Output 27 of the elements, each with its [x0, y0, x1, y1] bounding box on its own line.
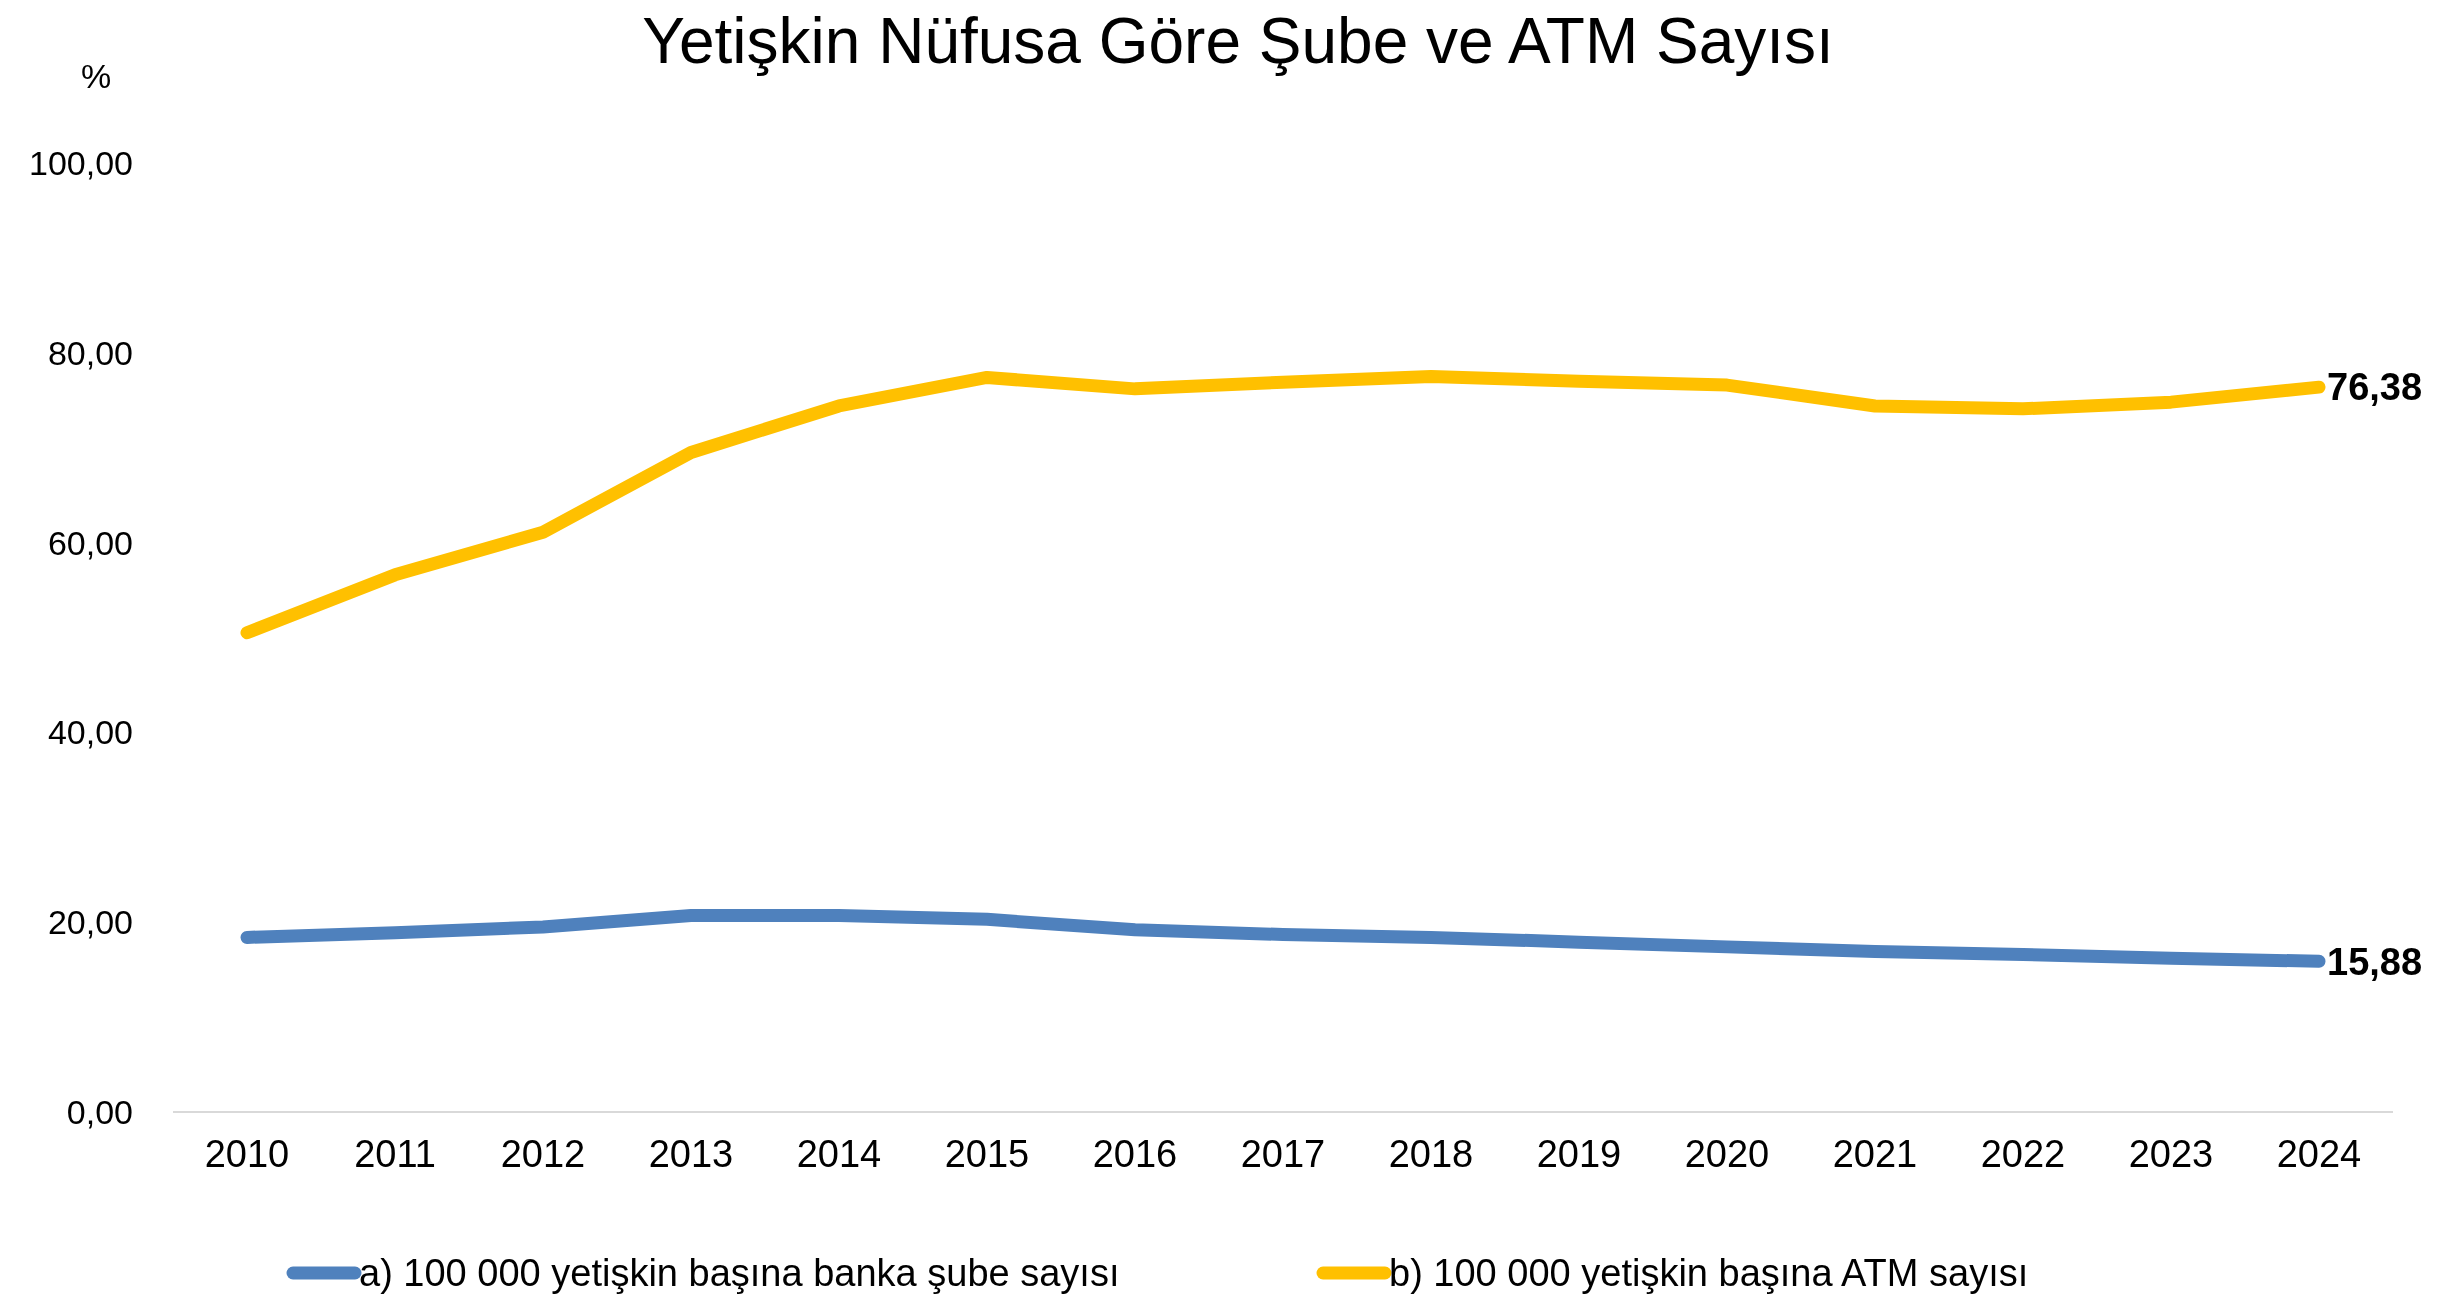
legend-label: a) 100 000 yetişkin başına banka şube sayısı	[359, 1252, 1120, 1295]
x-tick-label: 2024	[2276, 1133, 2362, 1175]
y-axis-title: %	[80, 57, 112, 95]
y-tick-label: 40,00	[47, 713, 133, 752]
data-label: 76,38	[2327, 366, 2423, 409]
x-tick-label: 2013	[648, 1133, 734, 1175]
y-tick-label: 0,00	[66, 1092, 133, 1131]
data-label: 15,88	[2327, 940, 2423, 983]
x-tick-label: 2012	[500, 1133, 586, 1175]
chart-title: Yetişkin Nüfusa Göre Şube ve ATM Sayısı	[642, 5, 1834, 77]
x-tick-label: 2021	[1832, 1133, 1918, 1175]
x-tick-label: 2010	[204, 1133, 290, 1175]
x-tick-label: 2023	[2128, 1133, 2214, 1175]
y-tick-label: 20,00	[47, 903, 133, 942]
x-tick-label: 2015	[944, 1133, 1030, 1175]
x-tick-label: 2018	[1388, 1133, 1474, 1175]
x-tick-label: 2016	[1092, 1133, 1178, 1175]
x-tick-label: 2020	[1684, 1133, 1770, 1175]
x-tick-label: 2022	[1980, 1133, 2066, 1175]
y-tick-label: 100,00	[29, 143, 133, 182]
legend-label: b) 100 000 yetişkin başına ATM sayısı	[1389, 1252, 2029, 1295]
x-tick-label: 2014	[796, 1133, 882, 1175]
y-tick-label: 80,00	[47, 333, 133, 372]
x-tick-label: 2019	[1536, 1133, 1622, 1175]
x-tick-label: 2017	[1240, 1133, 1326, 1175]
y-tick-label: 60,00	[47, 523, 133, 562]
x-tick-label: 2011	[354, 1133, 436, 1175]
